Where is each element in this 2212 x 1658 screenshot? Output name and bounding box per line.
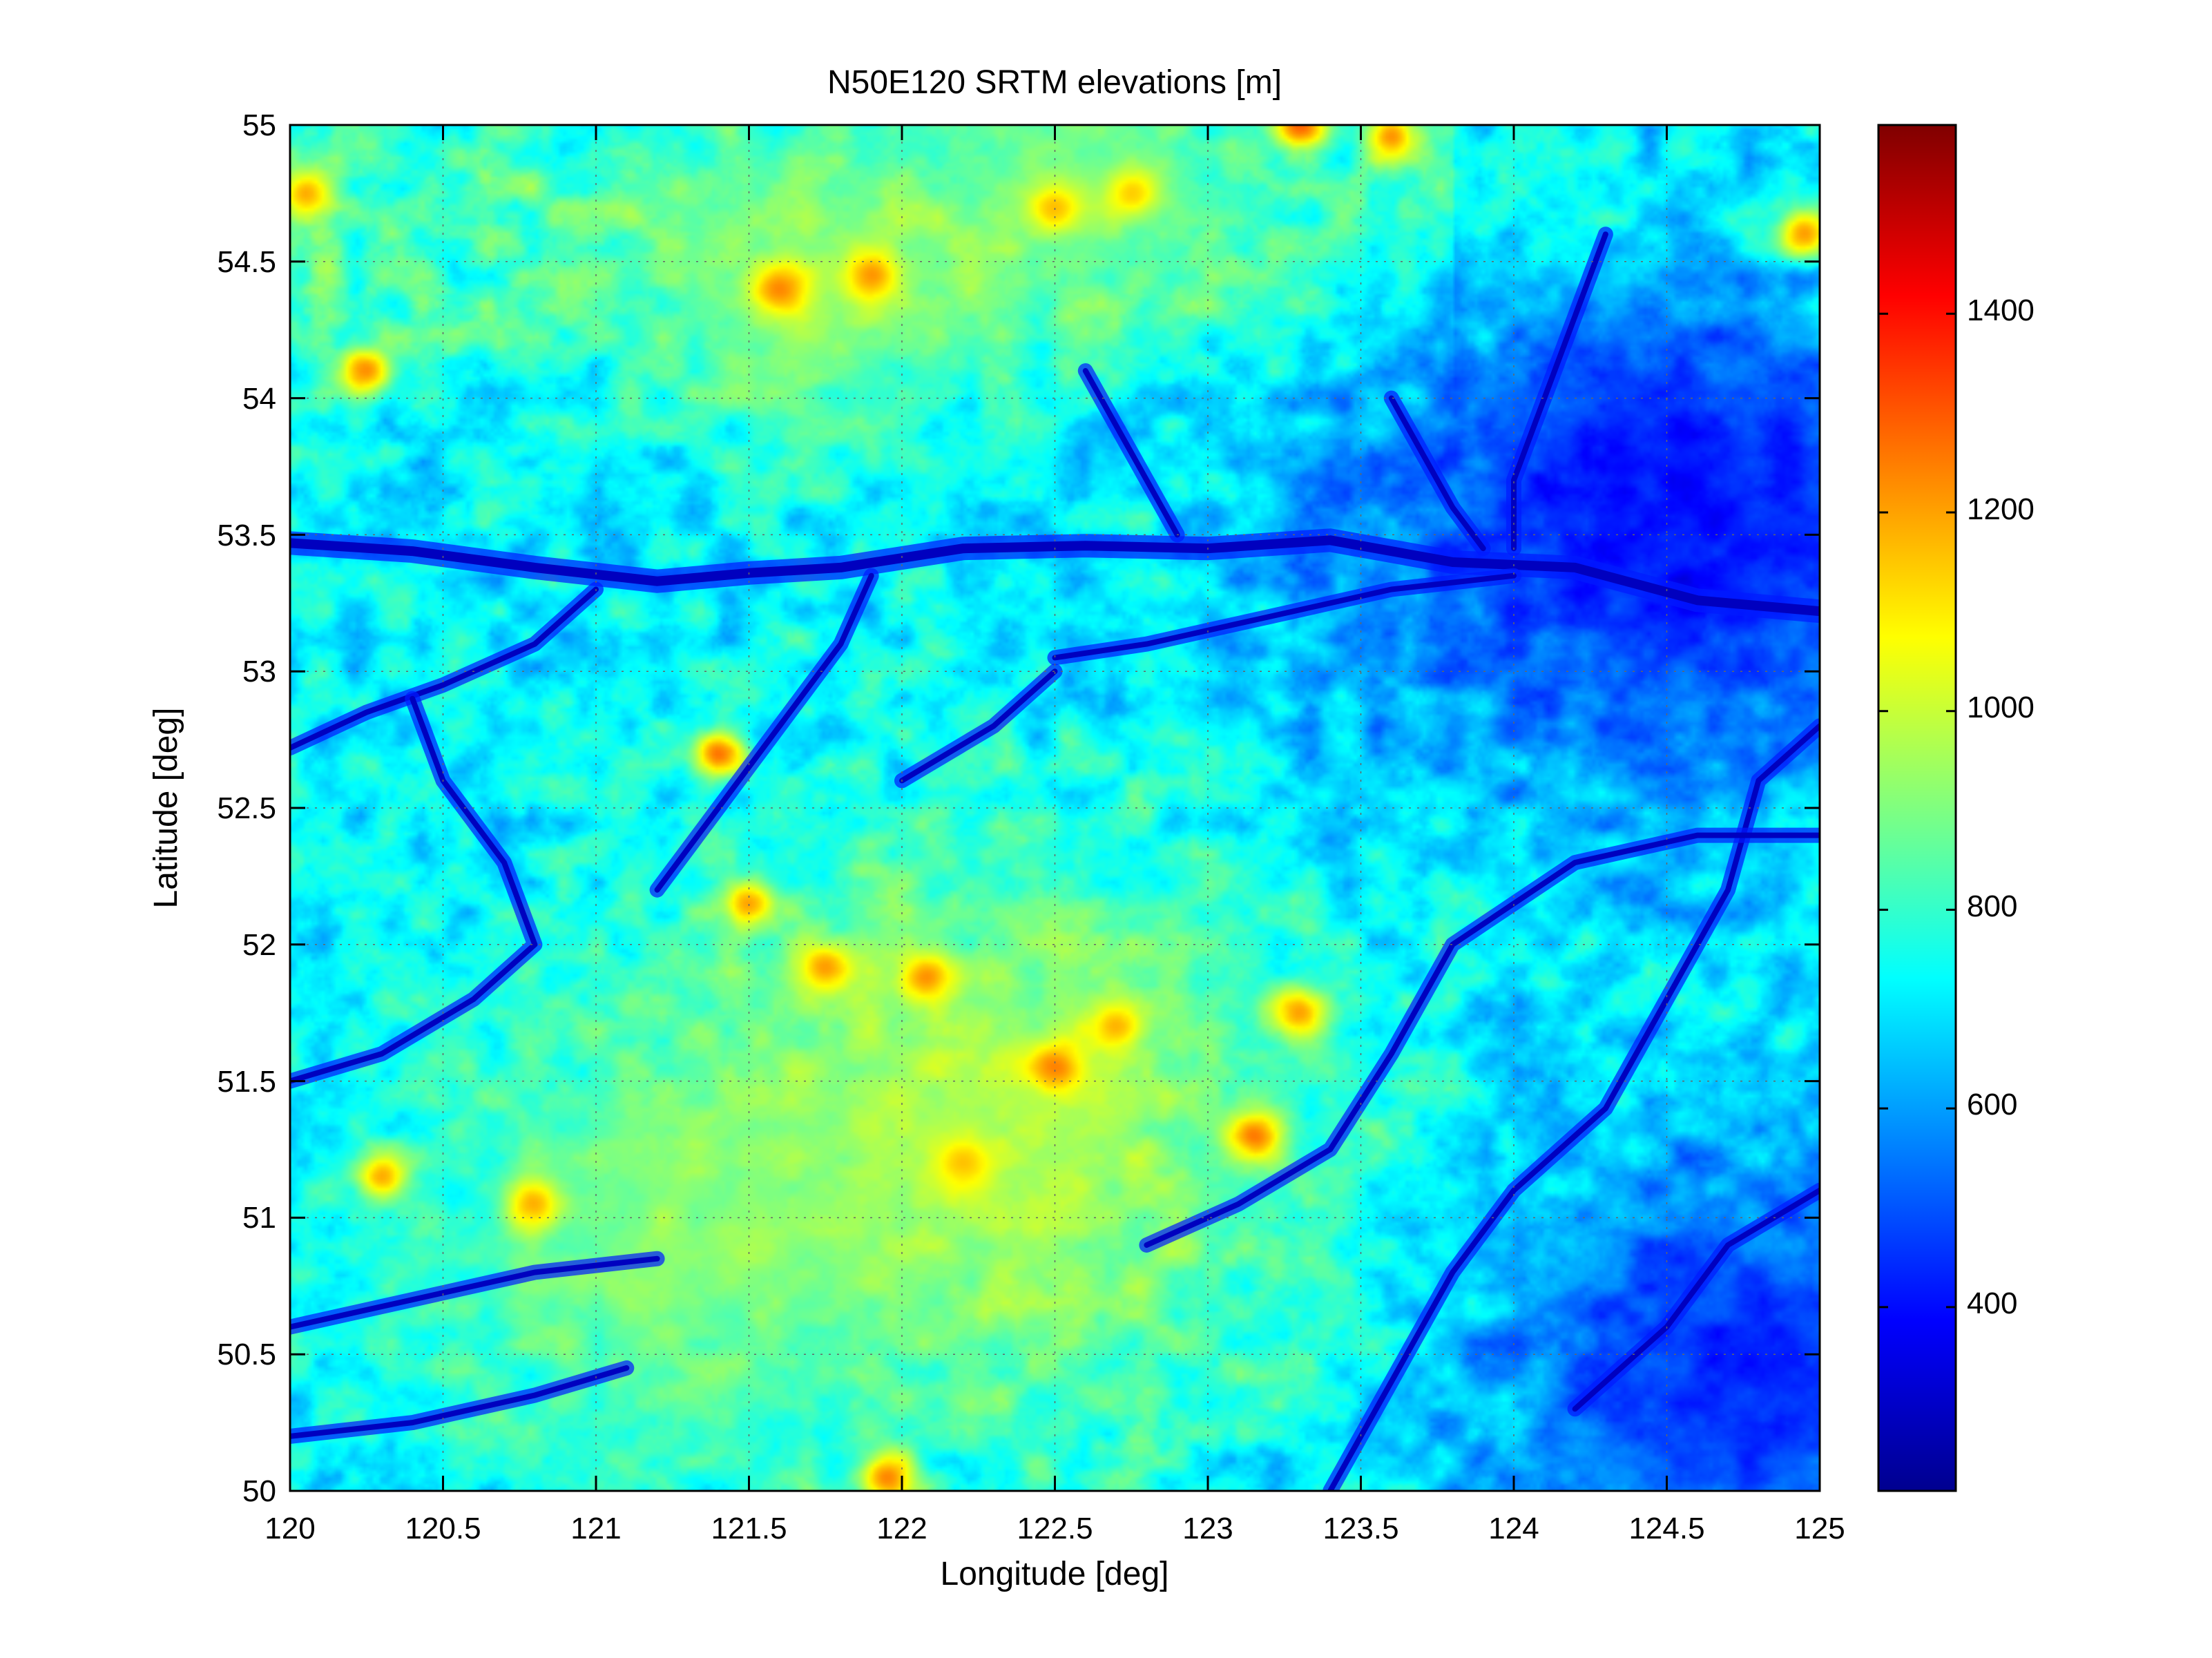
x-tick-label: 123 bbox=[1182, 1512, 1233, 1545]
river-channel bbox=[1327, 723, 1820, 1491]
axis-ticks bbox=[289, 124, 1821, 1492]
y-tick-label: 54 bbox=[242, 382, 276, 416]
y-tick-label: 52.5 bbox=[217, 791, 276, 825]
y-tick-label: 50 bbox=[242, 1474, 276, 1508]
river-channel bbox=[654, 572, 874, 893]
y-tick-label: 53 bbox=[242, 655, 276, 688]
colorbar-tick-label: 1400 bbox=[1967, 293, 2035, 327]
y-tick-label: 51 bbox=[242, 1201, 276, 1235]
y-tick-label: 51.5 bbox=[217, 1065, 276, 1099]
x-tick-label: 125 bbox=[1794, 1512, 1845, 1545]
colorbar-tick-label: 1200 bbox=[1967, 492, 2035, 526]
x-axis: 120 120.5 121 121.5 122 122.5 123 123.5 … bbox=[265, 1512, 1845, 1592]
colorbar-gradient bbox=[1878, 125, 1956, 1491]
y-tick-label: 50.5 bbox=[217, 1338, 276, 1371]
chart-title: N50E120 SRTM elevations [m] bbox=[827, 64, 1282, 101]
y-tick-label: 55 bbox=[242, 108, 276, 142]
x-tick-label: 123.5 bbox=[1323, 1512, 1398, 1545]
colorbar-tick-label: 800 bbox=[1967, 889, 2017, 923]
plot-area bbox=[289, 124, 1821, 1492]
river-channel bbox=[1052, 572, 1517, 661]
x-tick-label: 121 bbox=[570, 1512, 621, 1545]
colorbar-tick-label: 1000 bbox=[1967, 691, 2035, 724]
river-channel bbox=[1082, 368, 1180, 538]
x-tick-label: 122 bbox=[876, 1512, 927, 1545]
river-channel bbox=[290, 1365, 630, 1439]
river-channel bbox=[290, 535, 1820, 617]
y-tick-label: 53.5 bbox=[217, 519, 276, 552]
colorbar-tick-marks bbox=[1878, 312, 1956, 1309]
river-channel bbox=[290, 586, 599, 751]
x-tick-label: 122.5 bbox=[1017, 1512, 1093, 1545]
x-tick-label: 124.5 bbox=[1628, 1512, 1704, 1545]
y-tick-label: 54.5 bbox=[217, 245, 276, 279]
x-tick-label: 121.5 bbox=[711, 1512, 787, 1545]
y-axis: 50 50.5 51 51.5 52 52.5 53 53.5 54 54.5 … bbox=[148, 108, 276, 1508]
colorbar-tick-label: 600 bbox=[1967, 1088, 2017, 1121]
x-tick-label: 120 bbox=[265, 1512, 315, 1545]
colorbar: 400 600 800 1000 1200 1400 bbox=[1877, 124, 2035, 1492]
x-tick-label: 120.5 bbox=[405, 1512, 481, 1545]
y-axis-label: Latitude [deg] bbox=[148, 708, 184, 909]
x-tick-label: 124 bbox=[1488, 1512, 1539, 1545]
river-channel bbox=[290, 1255, 660, 1330]
colorbar-tick-label: 400 bbox=[1967, 1286, 2017, 1320]
river-channel bbox=[1511, 231, 1608, 552]
colorbar-frame bbox=[1877, 124, 1957, 1492]
river-channel bbox=[899, 668, 1058, 784]
river-channel bbox=[1388, 395, 1486, 552]
x-axis-label: Longitude [deg] bbox=[941, 1556, 1169, 1592]
y-tick-label: 52 bbox=[242, 928, 276, 962]
river-channel bbox=[1144, 832, 1820, 1248]
